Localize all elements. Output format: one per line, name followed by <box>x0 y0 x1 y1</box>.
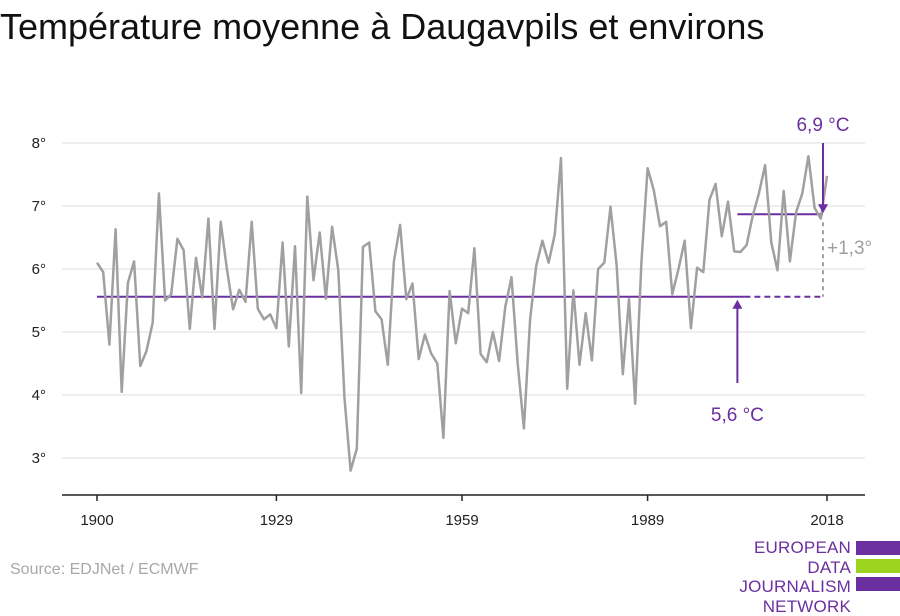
y-axis: 3° 4° 5° 6° 7° 8° <box>32 135 46 467</box>
x-tick-label: 1989 <box>631 512 664 529</box>
baseline-mean-label: 5,6 °C <box>711 405 764 426</box>
recent-mean-label: 6,9 °C <box>796 115 849 136</box>
y-tick-label: 3° <box>32 450 46 467</box>
edjnet-logo: EUROPEAN DATA JOURNALISM NETWORK <box>700 538 900 596</box>
y-tick-label: 6° <box>32 261 46 278</box>
logo-bar-green <box>856 559 900 573</box>
difference-label: +1,3° <box>827 238 872 259</box>
baseline-arrow-head <box>732 300 742 309</box>
source-note: Source: EDJNet / ECMWF <box>10 561 198 579</box>
logo-line: EUROPEAN <box>700 538 851 558</box>
line-chart: 3° 4° 5° 6° 7° 8° 1900 1929 1959 1989 2018 6,9 °C… <box>0 0 900 600</box>
logo-text: EUROPEAN DATA JOURNALISM NETWORK <box>700 538 851 616</box>
annotations: 6,9 °C 5,6 °C +1,3° <box>711 115 872 426</box>
logo-line: DATA JOURNALISM <box>700 558 851 597</box>
logo-bar-purple <box>856 577 900 591</box>
logo-bar-purple <box>856 541 900 555</box>
logo-line: NETWORK <box>700 597 851 616</box>
x-tick-label: 2018 <box>810 512 843 529</box>
x-tick-label: 1929 <box>260 512 293 529</box>
y-tick-label: 7° <box>32 198 46 215</box>
x-axis: 1900 1929 1959 1989 2018 <box>62 495 865 529</box>
x-tick-label: 1959 <box>445 512 478 529</box>
y-tick-label: 8° <box>32 135 46 152</box>
y-tick-label: 5° <box>32 324 46 341</box>
x-tick-label: 1900 <box>80 512 113 529</box>
recent-arrow-head <box>818 204 828 213</box>
y-tick-label: 4° <box>32 387 46 404</box>
